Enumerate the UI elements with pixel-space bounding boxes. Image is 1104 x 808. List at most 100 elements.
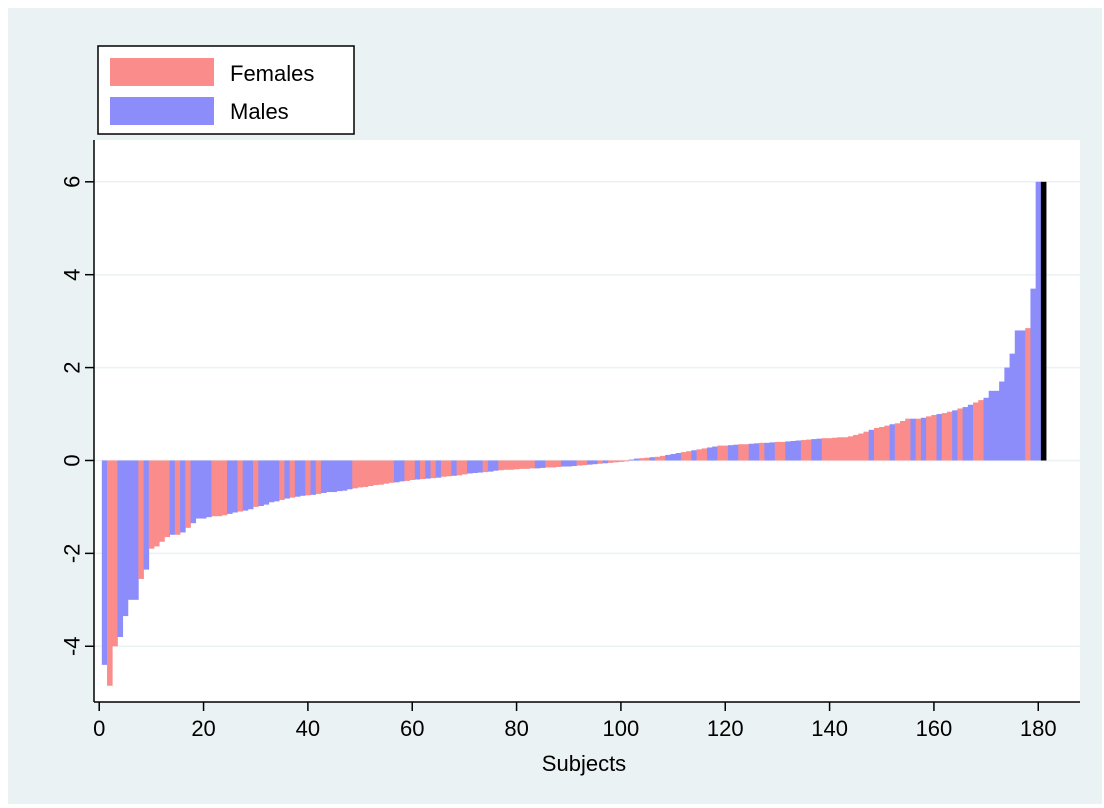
bar-167-male <box>967 404 974 461</box>
bar-29-male <box>247 460 254 510</box>
x-tick-label-100: 100 <box>603 716 640 741</box>
bar-10-female <box>148 460 155 549</box>
bar-112-female <box>680 452 687 461</box>
x-tick-label-0: 0 <box>93 716 105 741</box>
bar-149-female <box>873 427 880 461</box>
bar-86-female <box>545 460 551 468</box>
bar-110-male <box>670 453 677 461</box>
bar-9-male <box>143 460 150 570</box>
legend: Females Males <box>97 45 355 135</box>
bar-81-female <box>519 460 525 469</box>
bar-113-female <box>686 451 692 461</box>
bar-118-male <box>712 446 718 461</box>
bar-67-female <box>446 460 452 477</box>
bar-164-male <box>952 410 958 461</box>
bar-37-female <box>289 460 296 498</box>
bar-93-female <box>581 460 588 466</box>
bar-125-male <box>748 443 755 461</box>
bar-66-female <box>440 460 447 477</box>
bar-34-male <box>273 460 280 502</box>
bar-174-male <box>1004 367 1010 461</box>
bar-18-male <box>190 460 197 524</box>
bar-87-female <box>550 460 557 468</box>
bars <box>101 181 1047 686</box>
bar-173-male <box>999 381 1005 461</box>
bar-156-male <box>910 418 917 461</box>
bar-43-male <box>320 460 327 493</box>
bar-85-male <box>540 460 546 468</box>
bar-70-female <box>461 460 468 475</box>
bar-20-male <box>200 460 207 519</box>
x-tick-label-160: 160 <box>916 716 953 741</box>
x-tick-label-60: 60 <box>400 716 424 741</box>
bar-166-male <box>962 407 969 461</box>
bar-170-male <box>983 397 990 461</box>
bar-142-female <box>837 437 843 461</box>
bar-73-male <box>477 460 484 473</box>
bar-138-male <box>816 438 823 461</box>
x-tick-label-180: 180 <box>1020 716 1057 741</box>
legend-label-females: Females <box>230 61 314 86</box>
bar-57-male <box>393 460 400 483</box>
bar-153-female <box>894 423 901 461</box>
bar-155-female <box>905 418 911 461</box>
bar-132-male <box>785 441 791 461</box>
bar-14-male <box>169 460 176 535</box>
bar-35-female <box>279 460 285 500</box>
bar-11-female <box>153 460 160 547</box>
legend-swatch-females <box>110 58 214 86</box>
x-tick-label-20: 20 <box>191 716 215 741</box>
bar-41-male <box>310 460 317 495</box>
bar-78-female <box>503 460 510 470</box>
bar-136-female <box>806 439 812 461</box>
bar-80-female <box>513 460 520 470</box>
bar-90-male <box>566 460 572 467</box>
bar-111-male <box>675 453 682 461</box>
bar-146-female <box>858 433 864 461</box>
bar-62-female <box>420 460 426 480</box>
bar-54-female <box>378 460 384 485</box>
bar-7-male <box>133 460 139 600</box>
y-tick-label-5: 6 <box>60 176 85 188</box>
bar-19-male <box>195 460 202 519</box>
bar-124-female <box>743 444 750 461</box>
legend-swatch-males <box>110 97 214 125</box>
bar-84-male <box>534 460 541 469</box>
bar-94-male <box>587 460 593 465</box>
bar-72-male <box>472 460 478 474</box>
bar-56-female <box>388 460 395 483</box>
bar-74-female <box>482 460 489 473</box>
bar-130-female <box>774 441 781 461</box>
bar-8-female <box>138 460 144 579</box>
bar-69-female <box>456 460 463 476</box>
bar-75-male <box>487 460 494 472</box>
bar-17-female <box>185 460 191 528</box>
bar-176-male <box>1014 330 1021 461</box>
bar-44-male <box>326 460 332 493</box>
bar-68-male <box>451 460 457 476</box>
bar-116-female <box>701 448 708 461</box>
bar-61-male <box>414 460 421 480</box>
bar-103-male <box>633 458 640 461</box>
bar-171-male <box>988 390 995 461</box>
bar-169-female <box>978 400 984 461</box>
bar-133-male <box>790 440 797 461</box>
bar-150-female <box>879 427 885 461</box>
bar-99-female <box>613 460 619 463</box>
bar-178-female <box>1025 328 1031 461</box>
bar-120-female <box>722 445 729 461</box>
bar-53-female <box>373 460 379 486</box>
bar-51-female <box>362 460 369 487</box>
bar-101-female <box>623 460 630 462</box>
bar-49-female <box>352 460 358 489</box>
bar-58-male <box>399 460 405 482</box>
bar-15-female <box>174 460 181 535</box>
bar-39-male <box>300 460 306 496</box>
bar-106-male <box>649 457 656 461</box>
bar-38-male <box>294 460 301 497</box>
bar-42-female <box>315 460 322 494</box>
bar-163-female <box>946 411 953 461</box>
bar-96-female <box>597 460 604 464</box>
bar-137-male <box>811 439 817 461</box>
bar-141-female <box>832 437 838 461</box>
